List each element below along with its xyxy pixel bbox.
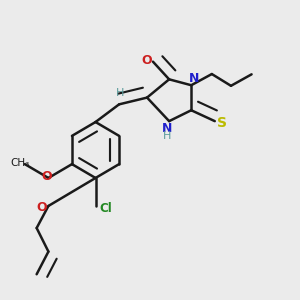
Text: CH₃: CH₃	[10, 158, 29, 168]
Text: S: S	[217, 116, 227, 130]
Text: O: O	[141, 54, 152, 67]
Text: O: O	[42, 170, 52, 183]
Text: O: O	[37, 201, 47, 214]
Text: N: N	[162, 122, 172, 135]
Text: Cl: Cl	[100, 202, 112, 215]
Text: H: H	[116, 88, 125, 98]
Text: N: N	[188, 72, 199, 85]
Text: H: H	[163, 131, 171, 142]
